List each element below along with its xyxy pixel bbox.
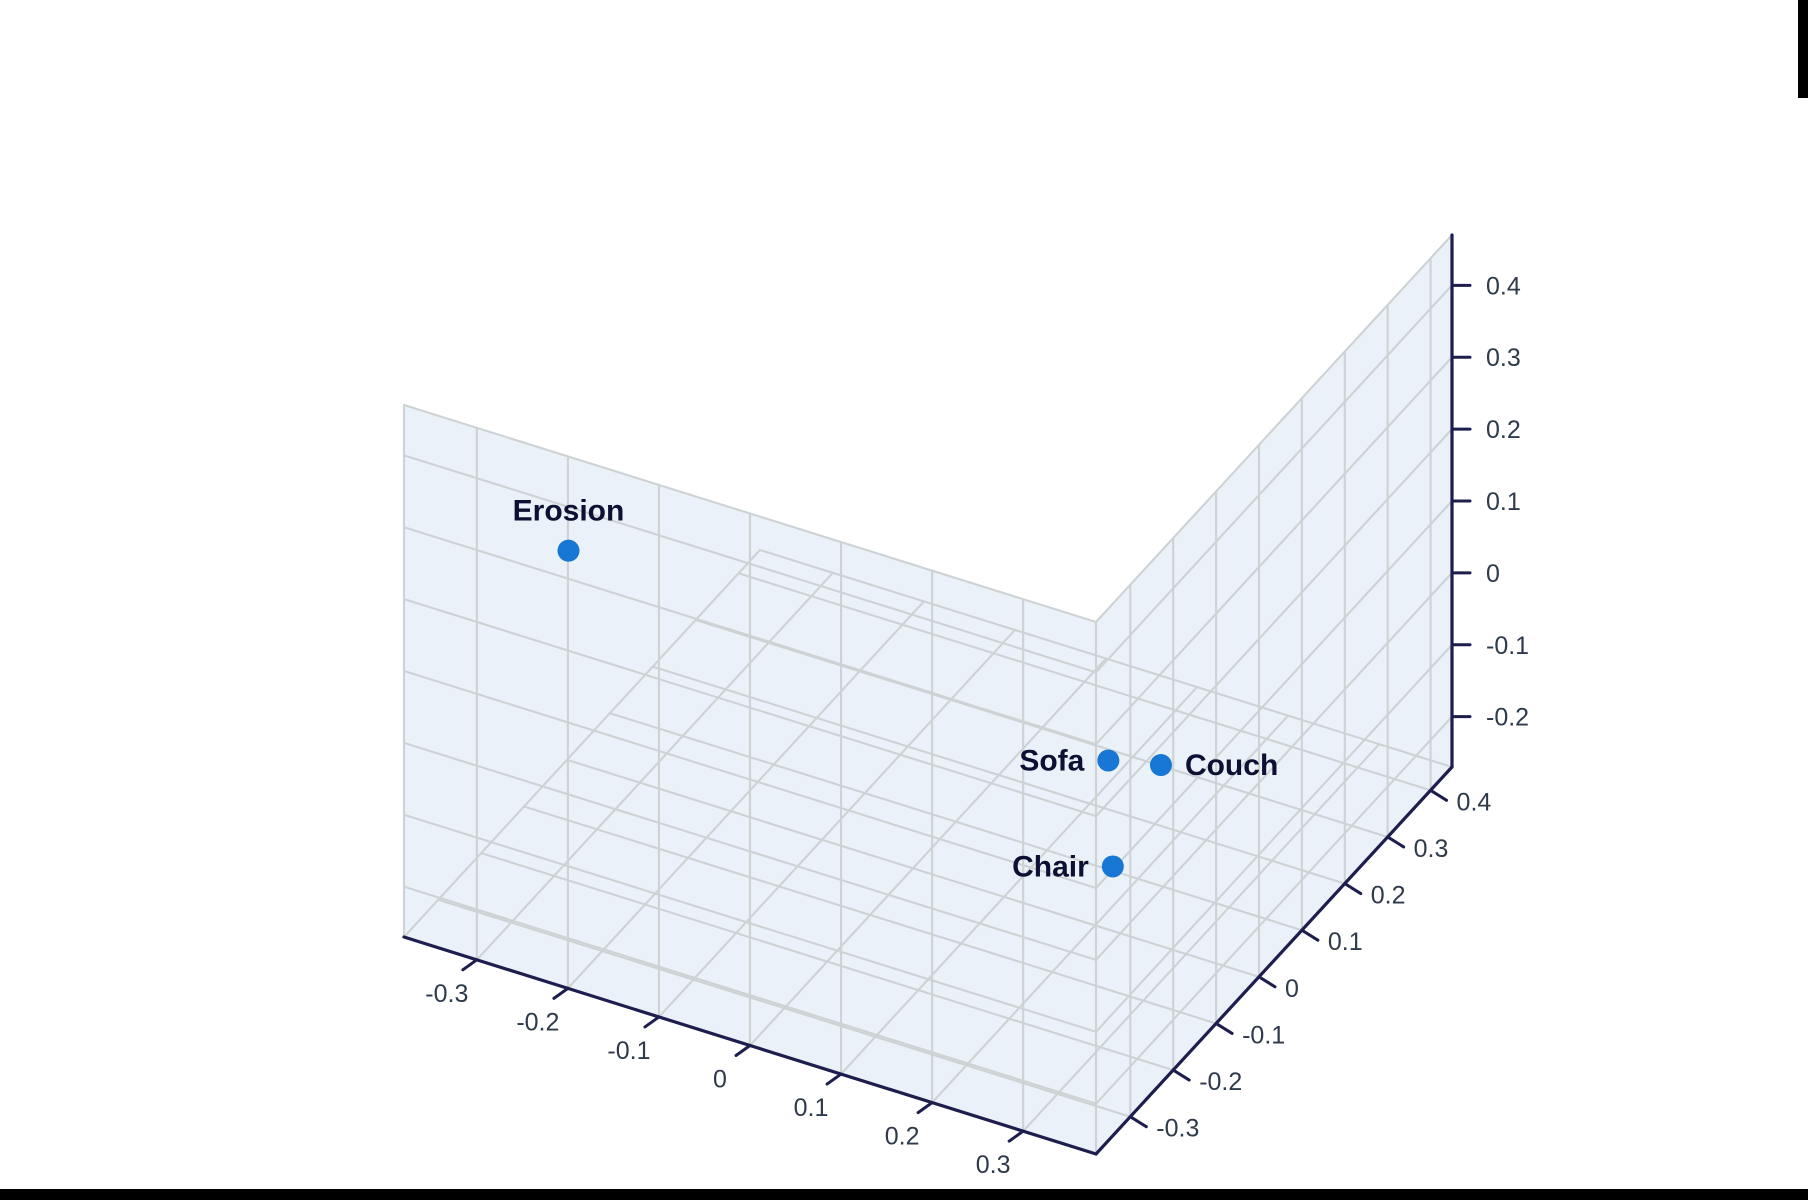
- y-axis-tick-label: 0.2: [1371, 882, 1406, 910]
- y-axis-tick: [1386, 835, 1406, 849]
- data-point-labels: Erosion Sofa Couch Chair: [513, 495, 1279, 884]
- y-axis-tick-label: -0.3: [1156, 1115, 1199, 1143]
- axis-ticks: [461, 283, 1472, 1143]
- x-axis-tick: [825, 1072, 843, 1086]
- x-axis-tick-label: -0.2: [516, 1008, 559, 1036]
- data-point-label-couch: Couch: [1185, 749, 1278, 782]
- z-axis-tick-label: -0.2: [1486, 704, 1529, 732]
- y-axis-tick: [1128, 1115, 1148, 1129]
- x-axis-tick: [1007, 1129, 1025, 1143]
- z-axis-tick-label: 0.3: [1486, 344, 1521, 372]
- x-axis-tick: [552, 986, 570, 1000]
- y-axis-tick: [1300, 928, 1320, 942]
- x-axis-tick-label: 0.1: [794, 1094, 829, 1122]
- x-axis-tick-label: -0.3: [425, 980, 468, 1008]
- data-point-label-chair: Chair: [1012, 850, 1089, 883]
- y-axis-tick: [1257, 975, 1277, 989]
- data-point-erosion[interactable]: [557, 539, 580, 562]
- plot-gridlines: [402, 233, 1454, 1156]
- data-point-label-erosion: Erosion: [513, 495, 625, 528]
- y-axis-tick-label: 0: [1285, 975, 1299, 1003]
- x-axis-tick-label: 0: [713, 1066, 727, 1094]
- y-axis-tick: [1429, 788, 1449, 802]
- data-point-label-sofa: Sofa: [1019, 745, 1084, 778]
- x-axis-tick-label: 0.3: [976, 1151, 1011, 1179]
- x-axis-tick-label: 0.2: [885, 1123, 920, 1151]
- bottom-edge-bar: [0, 1189, 1808, 1200]
- y-axis-tick-label: -0.2: [1199, 1068, 1242, 1096]
- data-point-chair[interactable]: [1101, 855, 1124, 878]
- plot-panels: [404, 235, 1452, 1154]
- z-axis-tick-label: 0.1: [1486, 488, 1521, 516]
- x-axis-tick: [643, 1015, 661, 1029]
- y-axis-tick: [1343, 882, 1363, 896]
- x-axis-tick: [734, 1044, 752, 1057]
- z-axis-tick-label: 0.2: [1486, 416, 1521, 444]
- y-axis-tick-label: -0.1: [1242, 1021, 1285, 1049]
- data-point-sofa[interactable]: [1097, 749, 1120, 772]
- x-axis-tick: [461, 958, 479, 972]
- x-axis-tick-label: -0.1: [607, 1037, 650, 1065]
- right-edge-bar: [1798, 0, 1808, 98]
- y-axis-tick: [1171, 1068, 1191, 1082]
- z-axis-tick-label: -0.1: [1486, 632, 1529, 660]
- y-axis-tick-label: 0.3: [1414, 835, 1449, 863]
- y-axis-tick-label: 0.1: [1328, 928, 1363, 956]
- data-points[interactable]: [557, 539, 1172, 878]
- axis-tick-labels: -0.3-0.2-0.100.10.20.3-0.3-0.2-0.100.10.…: [425, 272, 1529, 1179]
- y-axis-tick: [1214, 1021, 1234, 1035]
- x-axis-tick: [916, 1101, 934, 1115]
- y-axis-tick-label: 0.4: [1457, 788, 1492, 816]
- z-axis-tick-label: 0.4: [1486, 272, 1521, 300]
- z-axis-tick-label: 0: [1486, 560, 1500, 588]
- data-point-couch[interactable]: [1149, 754, 1172, 777]
